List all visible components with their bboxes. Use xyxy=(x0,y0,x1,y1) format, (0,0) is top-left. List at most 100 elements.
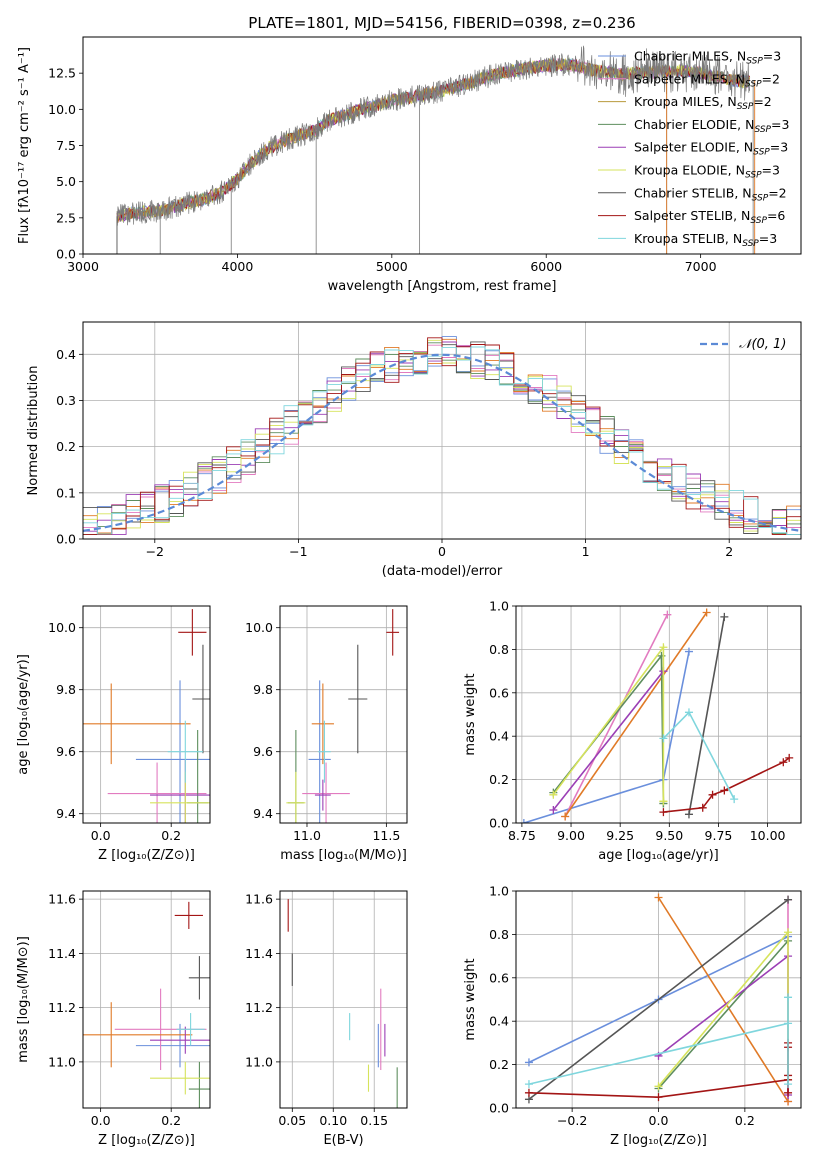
weight-series xyxy=(524,993,793,1089)
legend-entry-sub: SSP xyxy=(745,171,762,181)
legend-entry: Kroupa MILES, NSSP=2 xyxy=(634,94,772,112)
plot-frame xyxy=(515,605,802,824)
y-tick-label: 0.3 xyxy=(56,393,76,408)
weight-marker xyxy=(663,610,672,619)
y-tick-label: 0.8 xyxy=(489,927,509,942)
normal-curve xyxy=(83,353,801,532)
plot-frame xyxy=(515,890,802,1109)
x-tick-label: 11.5 xyxy=(372,828,400,843)
x-axis-label: (data-model)/error xyxy=(382,564,503,579)
y-axis-label: mass [log₁₀(M/M⊙)] xyxy=(16,936,31,1063)
legend-entry-sub: SSP xyxy=(754,125,771,135)
legend-entry-suffix: =6 xyxy=(767,208,785,223)
errorbar-point xyxy=(188,1061,210,1108)
x-tick-label: 5000 xyxy=(376,259,408,274)
weight-series xyxy=(659,708,739,804)
x-tick-label: −2 xyxy=(146,544,164,559)
x-tick-label: 9.00 xyxy=(557,828,585,843)
y-tick-label: 0.6 xyxy=(489,685,509,700)
weight-marker xyxy=(659,643,668,652)
weight-marker xyxy=(549,805,558,814)
x-tick-label: 4000 xyxy=(222,259,254,274)
weight-marker xyxy=(784,895,793,904)
legend-entry-suffix: =2 xyxy=(768,185,786,200)
legend-entry-label: Chabrier MILES, N xyxy=(634,49,746,64)
weight-marker xyxy=(654,893,663,902)
weight-marker xyxy=(549,790,558,799)
weight-marker xyxy=(720,786,729,795)
y-tick-label: 5.0 xyxy=(56,174,76,189)
y-tick-label: 2.5 xyxy=(56,210,76,225)
legend-entry-suffix: =3 xyxy=(763,49,781,64)
x-tick-label: 0.2 xyxy=(735,1113,755,1128)
y-tick-label: 10.0 xyxy=(245,620,273,635)
weight-marker xyxy=(698,803,707,812)
spectrum-axes: 3000 4000 5000 6000 7000 0.0 2.5 5.0 7.5 10.0 12.5… xyxy=(17,14,802,294)
y-tick-label: 0.2 xyxy=(56,439,76,454)
weight-marker xyxy=(784,928,793,937)
x-tick-label: 11.0 xyxy=(293,828,321,843)
y-tick-label: 11.0 xyxy=(48,1054,76,1069)
legend-entry-label: Salpeter MILES, N xyxy=(634,71,745,86)
spectrum-observed-line xyxy=(116,45,751,226)
x-tick-label: 0.05 xyxy=(278,1113,306,1128)
weight-series xyxy=(549,643,668,806)
legend-entry-sub: SSP xyxy=(753,148,770,158)
weight-line xyxy=(657,930,789,1087)
x-tick-label: 9.50 xyxy=(655,828,683,843)
legend-entry: Chabrier STELIB, NSSP=2 xyxy=(634,185,787,203)
y-tick-label: 11.0 xyxy=(245,1054,273,1069)
y-tick-label: 11.4 xyxy=(48,946,76,961)
y-tick-label: 0.8 xyxy=(489,642,509,657)
x-tick-label: 0 xyxy=(438,544,446,559)
legend-entry-label: Chabrier STELIB, N xyxy=(634,185,752,200)
errorbar-point xyxy=(286,771,306,823)
weight-marker xyxy=(784,1019,793,1028)
y-tick-label: 0.0 xyxy=(489,816,509,831)
x-tick-label: 8.75 xyxy=(508,828,536,843)
weight-line xyxy=(658,954,789,1095)
histogram-series xyxy=(83,346,801,535)
weight-series xyxy=(659,753,794,817)
x-axis-label: E(B-V) xyxy=(323,1133,363,1148)
age-vs-Z-axes: 0.0 0.2 9.4 9.6 9.8 10.0 Z [log₁₀(Z/Z⊙)] age [l… xyxy=(16,605,211,863)
x-tick-label: 6000 xyxy=(530,259,562,274)
x-axis-label: Z [log₁₀(Z/Z⊙)] xyxy=(98,1133,195,1148)
weight-marker xyxy=(519,819,528,823)
legend-entry-label: Chabrier ELODIE, N xyxy=(634,117,754,132)
chart-title: PLATE=1801, MJD=54156, FIBERID=0398, z=0… xyxy=(248,14,635,32)
weight-line xyxy=(564,612,708,817)
y-tick-label: 9.4 xyxy=(56,806,76,821)
weight-marker xyxy=(784,993,793,1002)
weight-marker xyxy=(654,1093,663,1102)
weight-line xyxy=(528,899,789,1100)
weight-series xyxy=(561,608,711,821)
errorbar-point xyxy=(83,683,191,765)
errorbar-point xyxy=(178,609,207,656)
errorbar-point xyxy=(188,956,210,1000)
y-tick-label: 11.2 xyxy=(245,1000,273,1015)
errorbar-point xyxy=(308,680,331,823)
weight-marker xyxy=(524,1058,533,1067)
weight-marker xyxy=(684,810,693,819)
legend-entry-sub: SSP xyxy=(737,102,754,112)
y-tick-label: 1.0 xyxy=(489,599,509,614)
y-axis-label: Normed distribution xyxy=(26,366,41,496)
weight-marker xyxy=(654,1082,663,1091)
x-tick-label: 0.2 xyxy=(161,828,181,843)
x-tick-label: 9.75 xyxy=(705,828,733,843)
y-tick-label: 0.4 xyxy=(56,347,76,362)
y-axis-label: mass weight xyxy=(463,958,478,1040)
weight-marker xyxy=(561,812,570,821)
x-axis-label: Z [log₁₀(Z/Z⊙)] xyxy=(610,1133,707,1148)
plot-frame xyxy=(82,890,211,1109)
weight-marker xyxy=(730,795,739,804)
legend-entry-label: Kroupa ELODIE, N xyxy=(634,163,745,178)
x-tick-label: 2 xyxy=(725,544,733,559)
y-tick-label: 7.5 xyxy=(56,138,76,153)
weight-marker xyxy=(702,608,711,617)
legend-entry-suffix: =2 xyxy=(762,71,780,86)
errorbar-point xyxy=(176,1013,205,1046)
y-tick-label: 9.4 xyxy=(253,806,273,821)
x-tick-label: 9.25 xyxy=(606,828,634,843)
